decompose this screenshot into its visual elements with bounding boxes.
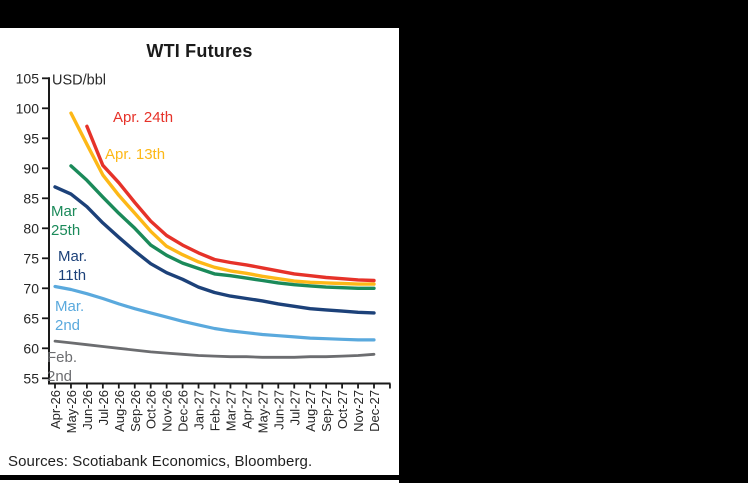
series-label-feb-2nd: 2nd: [47, 368, 72, 385]
series-line-mar-25th: [69, 164, 376, 290]
series-label-mar-2nd: Mar.: [55, 298, 84, 315]
series-label-apr-13th: Apr. 13th: [105, 146, 165, 163]
x-axis-tick-label: Nov-27: [351, 390, 366, 432]
x-axis-tick-label: Jan-27: [192, 390, 207, 430]
series-line-mar-2nd: [53, 284, 376, 342]
series-label-mar-25th: Mar: [51, 203, 77, 220]
x-axis-tick-label: Oct-27: [335, 390, 350, 429]
x-axis-tick-label: May-27: [255, 390, 270, 433]
chart-title: WTI Futures: [146, 41, 253, 61]
page-bottom-rule: [0, 475, 399, 480]
document-page: WTI Futures 105 100 95 90 85 80 75 70 65 60 55 Apr-…: [0, 28, 399, 483]
source-note: Sources: Scotiabank Economics, Bloomberg…: [8, 453, 313, 470]
x-axis-tick-label: Feb-27: [208, 390, 223, 431]
series-line-mar-11th: [53, 185, 376, 315]
x-axis-tick-label: Oct-26: [144, 390, 159, 429]
series-label-apr-24th: Apr. 24th: [113, 109, 173, 126]
x-axis-tick-label: Aug-27: [303, 390, 318, 432]
x-axis-tick-label: May-26: [64, 390, 79, 433]
x-axis-tick-label: Mar-27: [223, 390, 238, 431]
series-label-mar-25th: 25th: [51, 222, 80, 239]
x-axis-tick-label: Jun-27: [271, 390, 286, 430]
y-axis-tick-label: 60: [23, 340, 39, 356]
x-axis-tick-label: Dec-26: [176, 390, 191, 432]
x-axis-tick-label: Dec-27: [367, 390, 382, 432]
x-axis-tick-label: Apr-26: [48, 390, 63, 429]
x-axis-tick-label: Sep-26: [128, 390, 143, 432]
y-axis-tick-label: 85: [23, 190, 39, 206]
y-axis-tick-label: 80: [23, 220, 39, 236]
y-axis-tick-label: 105: [16, 70, 40, 86]
y-axis-tick-label: 75: [23, 250, 39, 266]
x-axis-tick-label: Apr-27: [239, 390, 254, 429]
series-label-mar-2nd: 2nd: [55, 317, 80, 334]
y-axis-tick-label: 90: [23, 160, 39, 176]
series-line-feb-2nd: [53, 339, 376, 359]
x-axis-tick-label: Aug-26: [112, 390, 127, 432]
series-line-apr-24th: [85, 124, 376, 283]
x-axis-tick-label: Jun-26: [80, 390, 95, 430]
y-axis-tick-label: 70: [23, 280, 39, 296]
y-axis-unit-label: USD/bbl: [52, 72, 106, 88]
series-label-feb-2nd: Feb.: [47, 349, 77, 366]
y-axis-tick-label: 95: [23, 130, 39, 146]
y-axis-tick-label: 100: [16, 100, 40, 116]
x-axis-tick-label: Sep-27: [319, 390, 334, 432]
x-axis-tick-label: Nov-26: [160, 390, 175, 432]
y-axis-tick-label: 65: [23, 310, 39, 326]
x-axis-tick-label: Jul-27: [287, 390, 302, 425]
x-axis-tick-label: Jul-26: [96, 390, 111, 425]
series-label-mar-11th: 11th: [58, 267, 86, 284]
series-line-apr-13th: [69, 111, 376, 286]
series-label-mar-11th: Mar.: [58, 248, 87, 265]
y-axis-tick-label: 55: [23, 370, 39, 386]
